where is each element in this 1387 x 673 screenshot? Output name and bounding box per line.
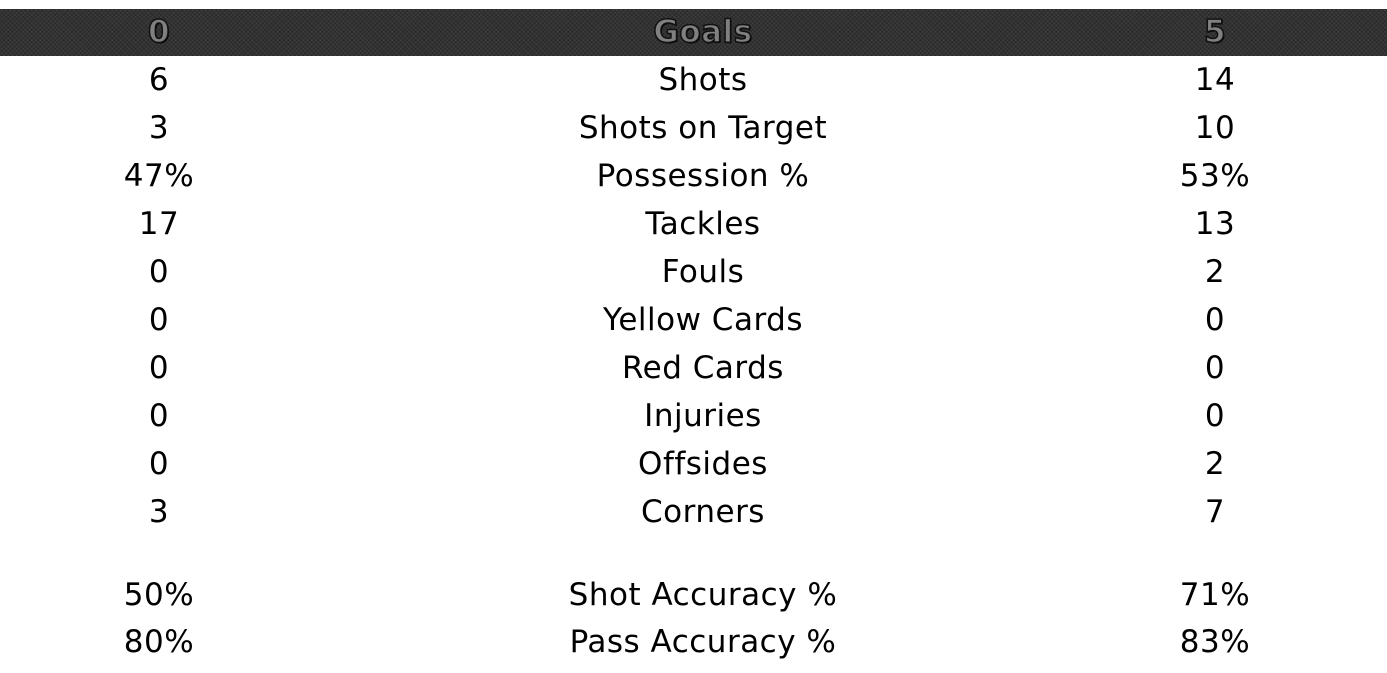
stat-label: Shot Accuracy % <box>568 577 838 613</box>
stat-row-yellow-cards: 0 Yellow Cards 0 <box>0 300 1387 340</box>
stat-label: Red Cards <box>622 350 784 386</box>
home-value: 0 <box>148 446 170 482</box>
away-goals: 5 <box>1203 13 1227 51</box>
stat-row-shots-on-target: 3 Shots on Target 10 <box>0 108 1387 148</box>
stat-row-shot-accuracy: 50% Shot Accuracy % 71% <box>0 575 1387 615</box>
stat-label: Corners <box>641 494 765 530</box>
away-value: 0 <box>1204 398 1226 434</box>
stat-label: Pass Accuracy % <box>569 624 837 660</box>
away-value: 2 <box>1204 254 1226 290</box>
home-value: 17 <box>138 206 180 242</box>
away-value: 0 <box>1204 350 1226 386</box>
stat-row-corners: 3 Corners 7 <box>0 492 1387 532</box>
stat-row-possession: 47% Possession % 53% <box>0 156 1387 196</box>
stats-header-bar: 0 Goals 5 <box>0 9 1387 56</box>
stat-row-shots: 6 Shots 14 <box>0 60 1387 100</box>
home-value: 3 <box>148 494 170 530</box>
away-value: 71% <box>1179 577 1251 613</box>
stat-row-pass-accuracy: 80% Pass Accuracy % 83% <box>0 622 1387 662</box>
away-value: 53% <box>1179 158 1251 194</box>
stat-row-offsides: 0 Offsides 2 <box>0 444 1387 484</box>
stat-row-fouls: 0 Fouls 2 <box>0 252 1387 292</box>
away-value: 14 <box>1194 62 1236 98</box>
away-value: 83% <box>1179 624 1251 660</box>
away-value: 7 <box>1204 494 1226 530</box>
stat-row-injuries: 0 Injuries 0 <box>0 396 1387 436</box>
home-value: 3 <box>148 110 170 146</box>
away-value: 13 <box>1194 206 1236 242</box>
stat-label: Yellow Cards <box>603 302 803 338</box>
stat-label: Shots on Target <box>578 110 828 146</box>
home-value: 47% <box>123 158 195 194</box>
home-value: 80% <box>123 624 195 660</box>
away-value: 0 <box>1204 302 1226 338</box>
home-value: 6 <box>148 62 170 98</box>
stat-label: Possession % <box>596 158 810 194</box>
goals-label: Goals <box>653 13 753 51</box>
stat-row-tackles: 17 Tackles 13 <box>0 204 1387 244</box>
stat-label: Fouls <box>661 254 745 290</box>
home-value: 0 <box>148 254 170 290</box>
stat-label: Offsides <box>638 446 768 482</box>
away-value: 10 <box>1194 110 1236 146</box>
stat-label: Tackles <box>645 206 761 242</box>
stat-label: Shots <box>658 62 748 98</box>
home-value: 50% <box>123 577 195 613</box>
home-value: 0 <box>148 398 170 434</box>
stat-row-red-cards: 0 Red Cards 0 <box>0 348 1387 388</box>
stat-label: Injuries <box>644 398 762 434</box>
home-value: 0 <box>148 302 170 338</box>
away-value: 2 <box>1204 446 1226 482</box>
home-goals: 0 <box>147 13 171 51</box>
home-value: 0 <box>148 350 170 386</box>
